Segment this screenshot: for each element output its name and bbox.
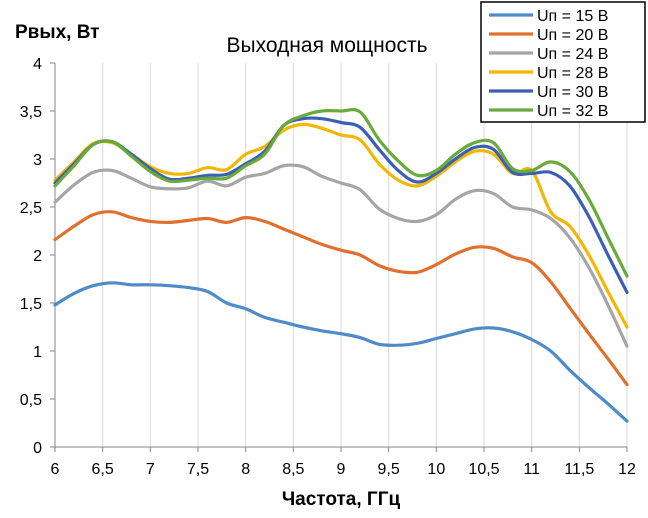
y-axis-label: Рвых, Вт: [15, 22, 99, 43]
legend-label-6: Uп = 32 В: [537, 103, 608, 120]
axes: [50, 62, 628, 452]
x-tick-label: 11: [523, 461, 540, 478]
x-tick-label: 10,5: [468, 461, 499, 478]
x-axis-label: Частота, ГГц: [282, 489, 401, 510]
y-tick-label: 0: [33, 440, 42, 457]
legend-label-1: Uп = 15 В: [537, 8, 608, 25]
legend-box: [480, 1, 646, 123]
series-line-1: [53, 281, 629, 423]
legend: Uп = 15 В Uп = 20 В Uп = 24 В Uп = 28 В Uп =…: [480, 1, 646, 123]
y-tick-label: 3: [33, 152, 42, 169]
x-tick-label: 7: [146, 461, 155, 478]
x-tick-label: 9: [337, 461, 346, 478]
x-tick-label: 10: [427, 461, 445, 478]
x-tick-label: 7,5: [187, 461, 209, 478]
y-tick-label: 1,5: [20, 296, 42, 313]
legend-label-2: Uп = 20 В: [537, 27, 608, 44]
x-tick-label: 6: [51, 461, 60, 478]
x-tick-label: 6,5: [92, 461, 114, 478]
y-tick-label: 3,5: [20, 104, 42, 121]
x-tick-label: 9,5: [378, 461, 400, 478]
legend-label-3: Uп = 24 В: [537, 46, 608, 63]
x-tick-label: 12: [618, 461, 636, 478]
x-tick-label: 8,5: [282, 461, 304, 478]
grid: [102, 63, 628, 447]
legend-label-5: Uп = 30 В: [537, 84, 608, 101]
series-line-5: [53, 116, 629, 294]
series-line-2: [53, 210, 629, 387]
y-tick-label: 2: [33, 248, 42, 265]
legend-label-4: Uп = 28 В: [537, 65, 608, 82]
x-tick-label: 11,5: [564, 461, 594, 478]
chart-title: Выходная мощность: [226, 34, 427, 57]
y-tick-label: 2,5: [20, 200, 42, 217]
tick-labels: 6 6,5 7 7,5 8 8,5 9 9,5 10 10,5 11 11,5 1200,511,522…: [20, 56, 636, 478]
series-line-3: [53, 163, 629, 348]
y-tick-label: 0,5: [20, 392, 42, 409]
y-tick-label: 1: [33, 344, 42, 361]
y-tick-label: 4: [33, 56, 42, 73]
series-lines: [53, 108, 629, 423]
series-line-6: [53, 108, 629, 278]
x-tick-label: 8: [241, 461, 250, 478]
